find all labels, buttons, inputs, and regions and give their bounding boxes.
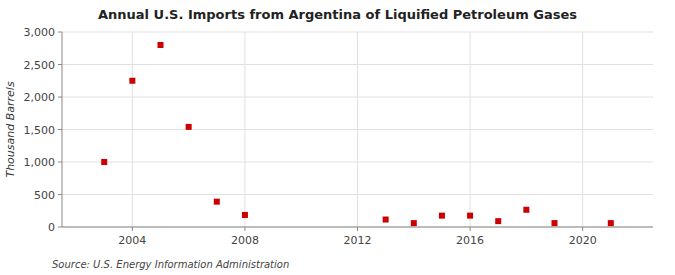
y-tick-label: 1,500	[24, 124, 56, 137]
y-tick	[58, 129, 62, 130]
x-tick-label: 2016	[456, 234, 484, 247]
y-grid-line	[62, 227, 653, 228]
point	[467, 213, 473, 219]
y-tick-label: 2,000	[24, 91, 56, 104]
y-axis-label: Thousand Barrels	[4, 81, 17, 177]
point	[214, 199, 220, 205]
title: Annual U.S. Imports from Argentina of Li…	[98, 7, 577, 22]
y-tick	[58, 194, 62, 195]
chart-svg: Annual U.S. Imports from Argentina of Li…	[0, 0, 675, 275]
x-tick	[132, 227, 133, 231]
point	[186, 124, 192, 130]
point	[383, 217, 389, 223]
x-tick	[244, 227, 245, 231]
points	[101, 42, 614, 226]
point	[495, 218, 501, 224]
x-grid-line	[470, 32, 471, 227]
y-tick-label: 2,500	[24, 59, 56, 72]
point	[158, 42, 164, 48]
y-tick	[58, 32, 62, 33]
x-axis-line	[62, 227, 653, 228]
y-tick-label: 1,000	[24, 156, 56, 169]
x-grid-line	[244, 32, 245, 227]
point	[411, 220, 417, 226]
y-tick-label: 0	[48, 221, 55, 234]
grid	[62, 32, 653, 227]
point	[608, 220, 614, 226]
x-tick-label: 2008	[231, 234, 259, 247]
x-tick	[582, 227, 583, 231]
point	[523, 207, 529, 213]
y-tick	[58, 97, 62, 98]
x-tick-label: 2004	[118, 234, 146, 247]
y-tick-label: 500	[34, 189, 55, 202]
y-axis-line	[62, 32, 63, 227]
source-annotation: Source: U.S. Energy Information Administ…	[52, 259, 289, 270]
point	[552, 220, 558, 226]
point	[101, 159, 107, 165]
x-tick	[470, 227, 471, 231]
x-grid-line	[357, 32, 358, 227]
point	[129, 78, 135, 84]
x-tick-label: 2020	[569, 234, 597, 247]
y-tick	[58, 227, 62, 228]
axes: 0 500 1,000 1,500 2,000 2,500 3,000 2004 2008 201…	[24, 26, 654, 247]
x-tick	[357, 227, 358, 231]
point	[439, 213, 445, 219]
chart-container: Annual U.S. Imports from Argentina of Li…	[0, 0, 675, 275]
y-tick	[58, 162, 62, 163]
point	[242, 212, 248, 218]
x-grid-line	[582, 32, 583, 227]
x-grid-line	[132, 32, 133, 227]
y-tick	[58, 64, 62, 65]
y-tick-label: 3,000	[24, 26, 56, 39]
x-tick-label: 2012	[344, 234, 372, 247]
